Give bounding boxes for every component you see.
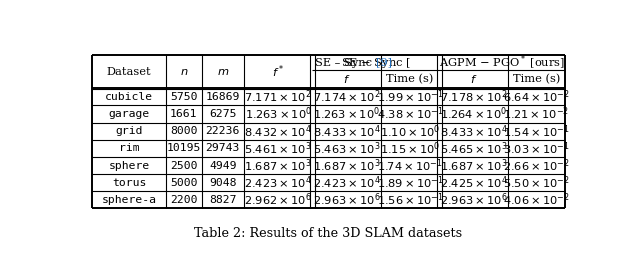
Text: $1.687 \times 10^{3}$: $1.687 \times 10^{3}$ bbox=[244, 157, 312, 174]
Text: 2200: 2200 bbox=[170, 195, 198, 205]
Text: Time (s): Time (s) bbox=[387, 74, 434, 84]
Text: 6275: 6275 bbox=[209, 109, 237, 119]
Text: $2.423 \times 10^{4}$: $2.423 \times 10^{4}$ bbox=[244, 174, 312, 191]
Text: $2.423 \times 10^{4}$: $2.423 \times 10^{4}$ bbox=[313, 174, 380, 191]
Text: $2.963 \times 10^{6}$: $2.963 \times 10^{6}$ bbox=[313, 192, 380, 208]
Text: $1.263 \times 10^{0}$: $1.263 \times 10^{0}$ bbox=[244, 106, 312, 122]
Text: grid: grid bbox=[115, 126, 143, 136]
Text: $1.687 \times 10^{3}$: $1.687 \times 10^{3}$ bbox=[313, 157, 380, 174]
Text: $5.463 \times 10^{3}$: $5.463 \times 10^{3}$ bbox=[313, 140, 380, 157]
Text: sphere-a: sphere-a bbox=[102, 195, 157, 205]
Text: $8.432 \times 10^{4}$: $8.432 \times 10^{4}$ bbox=[244, 123, 312, 140]
Text: $1.10 \times 10^{0}$: $1.10 \times 10^{0}$ bbox=[380, 123, 440, 140]
Text: $1.264 \times 10^{0}$: $1.264 \times 10^{0}$ bbox=[440, 106, 508, 122]
Text: $1.687 \times 10^{3}$: $1.687 \times 10^{3}$ bbox=[440, 157, 508, 174]
Text: $f^*$: $f^*$ bbox=[272, 63, 284, 80]
Text: $8.433 \times 10^{4}$: $8.433 \times 10^{4}$ bbox=[313, 123, 380, 140]
Text: Table 2: Results of the 3D SLAM datasets: Table 2: Results of the 3D SLAM datasets bbox=[194, 227, 462, 240]
Text: 5000: 5000 bbox=[170, 178, 198, 188]
Text: $7.178 \times 10^{2}$: $7.178 \times 10^{2}$ bbox=[440, 89, 508, 105]
Text: $2.963 \times 10^{6}$: $2.963 \times 10^{6}$ bbox=[440, 192, 508, 208]
Text: Dataset: Dataset bbox=[107, 67, 152, 77]
Text: 8000: 8000 bbox=[170, 126, 198, 136]
Text: 29743: 29743 bbox=[205, 144, 240, 153]
Text: $1.74 \times 10^{-1}$: $1.74 \times 10^{-1}$ bbox=[377, 157, 443, 174]
Text: $5.50 \times 10^{-2}$: $5.50 \times 10^{-2}$ bbox=[503, 174, 570, 191]
Text: AGPM $-$ PGO$^*$ [ours]: AGPM $-$ PGO$^*$ [ours] bbox=[439, 54, 565, 72]
Text: $m$: $m$ bbox=[216, 67, 229, 77]
Text: sphere: sphere bbox=[109, 161, 150, 171]
Text: $1.21 \times 10^{-2}$: $1.21 \times 10^{-2}$ bbox=[504, 106, 570, 122]
Text: SE $-$ Sync [: SE $-$ Sync [ bbox=[341, 56, 411, 70]
Text: Time (s): Time (s) bbox=[513, 74, 560, 84]
Text: $2.66 \times 10^{-2}$: $2.66 \times 10^{-2}$ bbox=[503, 157, 570, 174]
Text: 9048: 9048 bbox=[209, 178, 237, 188]
Text: $n$: $n$ bbox=[180, 67, 188, 77]
Text: $1.56 \times 10^{-1}$: $1.56 \times 10^{-1}$ bbox=[377, 192, 444, 208]
Text: 16869: 16869 bbox=[205, 92, 240, 102]
Text: 1661: 1661 bbox=[170, 109, 198, 119]
Text: $6.64 \times 10^{-2}$: $6.64 \times 10^{-2}$ bbox=[503, 89, 570, 105]
Text: $4.06 \times 10^{-2}$: $4.06 \times 10^{-2}$ bbox=[503, 192, 570, 208]
Text: $1.54 \times 10^{-1}$: $1.54 \times 10^{-1}$ bbox=[503, 123, 570, 140]
Text: $1.15 \times 10^{0}$: $1.15 \times 10^{0}$ bbox=[380, 140, 440, 157]
Text: garage: garage bbox=[109, 109, 150, 119]
Text: $1.99 \times 10^{-1}$: $1.99 \times 10^{-1}$ bbox=[377, 89, 444, 105]
Text: $7.174 \times 10^{2}$: $7.174 \times 10^{2}$ bbox=[313, 89, 380, 105]
Text: $5.461 \times 10^{3}$: $5.461 \times 10^{3}$ bbox=[244, 140, 312, 157]
Text: rim: rim bbox=[119, 144, 140, 153]
Text: $f$: $f$ bbox=[343, 73, 350, 85]
Text: $f$: $f$ bbox=[470, 73, 477, 85]
Text: 2500: 2500 bbox=[170, 161, 198, 171]
Text: 5750: 5750 bbox=[170, 92, 198, 102]
Text: $2.962 \times 10^{6}$: $2.962 \times 10^{6}$ bbox=[244, 192, 312, 208]
Text: 8827: 8827 bbox=[209, 195, 237, 205]
Text: 22236: 22236 bbox=[205, 126, 240, 136]
Text: $1.263 \times 10^{0}$: $1.263 \times 10^{0}$ bbox=[313, 106, 380, 122]
Text: $7.171 \times 10^{2}$: $7.171 \times 10^{2}$ bbox=[244, 89, 312, 105]
Text: $8.433 \times 10^{4}$: $8.433 \times 10^{4}$ bbox=[440, 123, 508, 140]
Text: [9]: [9] bbox=[376, 58, 392, 68]
Text: $4.38 \times 10^{-1}$: $4.38 \times 10^{-1}$ bbox=[377, 106, 444, 122]
Text: 4949: 4949 bbox=[209, 161, 237, 171]
Text: 10195: 10195 bbox=[166, 144, 201, 153]
Text: $5.465 \times 10^{3}$: $5.465 \times 10^{3}$ bbox=[440, 140, 508, 157]
Text: $1.89 \times 10^{-1}$: $1.89 \times 10^{-1}$ bbox=[377, 174, 444, 191]
Text: $3.03 \times 10^{-1}$: $3.03 \times 10^{-1}$ bbox=[503, 140, 570, 157]
Text: $2.425 \times 10^{4}$: $2.425 \times 10^{4}$ bbox=[440, 174, 508, 191]
Text: torus: torus bbox=[112, 178, 147, 188]
Text: SE – Sync: SE – Sync bbox=[316, 58, 376, 68]
Text: cubicle: cubicle bbox=[105, 92, 153, 102]
